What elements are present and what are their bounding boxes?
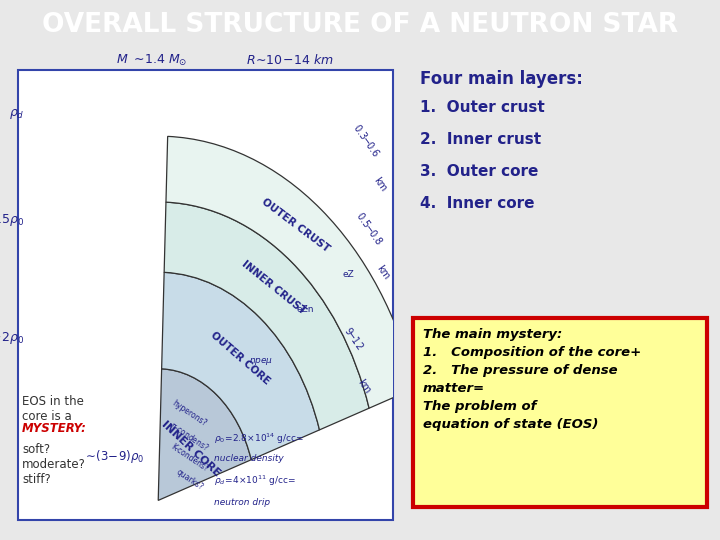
Text: $M\ \sim\!1.4\ M_{\odot}$: $M\ \sim\!1.4\ M_{\odot}$ bbox=[116, 53, 187, 68]
Text: km: km bbox=[375, 263, 392, 281]
Text: $\sim\!(3\!-\!9)\rho_0$: $\sim\!(3\!-\!9)\rho_0$ bbox=[84, 448, 145, 465]
Text: Four main layers:: Four main layers: bbox=[420, 70, 583, 88]
Text: $\rho_d$: $\rho_d$ bbox=[9, 107, 24, 121]
Text: 3.  Outer core: 3. Outer core bbox=[420, 164, 539, 179]
Text: $\rho_0\!=\!2.8\!\times\!10^{14}$ g/cc=: $\rho_0\!=\!2.8\!\times\!10^{14}$ g/cc= bbox=[214, 432, 304, 446]
FancyBboxPatch shape bbox=[413, 318, 707, 507]
Text: K-condens?: K-condens? bbox=[169, 442, 210, 474]
Text: eZ: eZ bbox=[342, 270, 354, 279]
Text: The main mystery:
1.   Composition of the core+
2.   The pressure of dense
matte: The main mystery: 1. Composition of the … bbox=[423, 328, 642, 431]
Text: $0.5\rho_0$: $0.5\rho_0$ bbox=[0, 212, 24, 227]
Wedge shape bbox=[158, 369, 251, 501]
Text: quarks?: quarks? bbox=[174, 467, 204, 492]
Text: $npe\mu$: $npe\mu$ bbox=[248, 356, 273, 367]
Wedge shape bbox=[166, 137, 415, 408]
Text: $\rho_d\!=\!4\!\times\!10^{11}$ g/cc=: $\rho_d\!=\!4\!\times\!10^{11}$ g/cc= bbox=[214, 474, 295, 488]
Text: INNER CRUST: INNER CRUST bbox=[239, 259, 307, 316]
Text: INNER CORE: INNER CORE bbox=[159, 418, 222, 478]
Text: eZn: eZn bbox=[297, 305, 314, 314]
Text: OUTER CORE: OUTER CORE bbox=[209, 330, 272, 387]
Text: km: km bbox=[355, 377, 372, 395]
Text: km: km bbox=[372, 176, 388, 193]
Wedge shape bbox=[161, 272, 320, 460]
Text: $0.5\!\!-\!\!0.8$: $0.5\!\!-\!\!0.8$ bbox=[354, 210, 386, 247]
Text: $0.3\!\!-\!\!0.6$: $0.3\!\!-\!\!0.6$ bbox=[351, 122, 383, 159]
Text: neutron drip: neutron drip bbox=[214, 498, 270, 507]
Text: $\pi$-condens?: $\pi$-condens? bbox=[168, 418, 211, 453]
FancyBboxPatch shape bbox=[18, 70, 393, 520]
Text: $\sim\!2\rho_0$: $\sim\!2\rho_0$ bbox=[0, 330, 24, 346]
Text: OVERALL STRUCTURE OF A NEUTRON STAR: OVERALL STRUCTURE OF A NEUTRON STAR bbox=[42, 12, 678, 38]
Text: EOS in the
core is a: EOS in the core is a bbox=[22, 395, 84, 423]
Text: MYSTERY:: MYSTERY: bbox=[22, 422, 87, 435]
Wedge shape bbox=[164, 202, 369, 430]
Text: 2.  Inner crust: 2. Inner crust bbox=[420, 132, 541, 147]
Text: 4.  Inner core: 4. Inner core bbox=[420, 196, 534, 211]
Text: $9\!\!-\!\!12$: $9\!\!-\!\!12$ bbox=[342, 324, 366, 352]
Text: OUTER CRUST: OUTER CRUST bbox=[260, 197, 332, 254]
Text: $R\!\sim\!10\!-\!14$ km: $R\!\sim\!10\!-\!14$ km bbox=[246, 53, 334, 67]
Text: hyperons?: hyperons? bbox=[171, 399, 209, 429]
Text: nuclear density: nuclear density bbox=[214, 454, 284, 463]
Text: soft?
moderate?
stiff?: soft? moderate? stiff? bbox=[22, 443, 86, 486]
Text: 1.  Outer crust: 1. Outer crust bbox=[420, 100, 545, 115]
